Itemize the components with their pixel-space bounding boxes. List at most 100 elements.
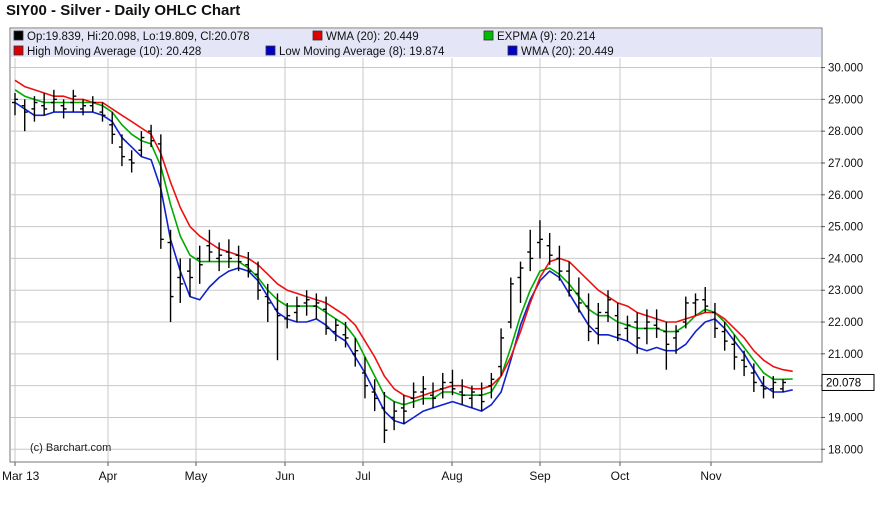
ohlc-bar: [673, 325, 680, 354]
ohlc-bar: [206, 229, 213, 262]
ohlc-bar: [128, 150, 135, 173]
y-tick-label: 26.000: [828, 190, 863, 202]
ohlc-bar: [410, 382, 417, 408]
legend-swatch: [312, 30, 323, 41]
ohlc-bar: [118, 134, 125, 167]
ohlc-bar: [80, 99, 87, 116]
x-tick-label: Oct: [611, 469, 630, 483]
ohlc-bar: [167, 229, 174, 323]
ohlc-bar: [653, 309, 660, 338]
ohlc-bar: [478, 382, 485, 412]
ohlc-bar: [303, 290, 310, 316]
ohlc-bar: [255, 261, 262, 300]
legend-label: EXPMA (9): 20.214: [497, 31, 596, 43]
ohlc-bar: [371, 379, 378, 412]
y-tick-label: 22.000: [828, 317, 863, 329]
ohlc-bar: [381, 392, 388, 443]
ohlc-bars: [12, 89, 786, 443]
chart-title: SIY00 - Silver - Daily OHLC Chart: [6, 2, 241, 19]
ohlc-bar: [216, 242, 223, 272]
ohlc-bar: [770, 376, 777, 399]
legend: Op:19.839, Hi:20.098, Lo:19.809, Cl:20.0…: [13, 30, 614, 58]
x-tick-label: Nov: [700, 469, 721, 483]
y-tick-label: 18.000: [828, 444, 863, 456]
ohlc-bar: [177, 258, 184, 303]
ohlc-bar: [585, 293, 592, 342]
ohlc-bar: [643, 309, 650, 345]
ohlc-bar: [323, 296, 330, 335]
x-tick-label: Jul: [355, 469, 370, 483]
ohlc-bar: [400, 395, 407, 424]
ohlc-bar: [459, 379, 466, 405]
legend-swatch: [507, 45, 518, 56]
ohlc-bar: [536, 220, 543, 259]
last-price-label: 20.078: [826, 377, 861, 389]
y-tick-label: 27.000: [828, 158, 863, 170]
ohlc-bar: [109, 112, 116, 144]
legend-label: Op:19.839, Hi:20.098, Lo:19.809, Cl:20.0…: [27, 31, 250, 43]
ohlc-bar: [430, 382, 437, 408]
ohlc-bar: [293, 296, 300, 323]
last-price-box: [821, 373, 875, 391]
ohlc-bar: [614, 302, 621, 342]
ohlc-bar: [556, 245, 563, 281]
ohlc-bar: [605, 290, 612, 323]
ohlc-bar: [546, 232, 553, 265]
ohlc-bar: [352, 337, 359, 367]
x-tick-label: Jun: [275, 469, 294, 483]
ohlc-bar: [284, 302, 291, 329]
ohlc-bar: [31, 96, 38, 122]
ohlc-bar: [21, 99, 28, 132]
ohlc-bar: [50, 89, 57, 113]
ohlc-bar: [12, 92, 18, 116]
ohlc-bar: [439, 372, 446, 399]
watermark: (c) Barchart.com: [30, 442, 111, 454]
ohlc-bar: [488, 372, 495, 399]
ohlc-bar: [41, 92, 48, 116]
y-tick-label: 23.000: [828, 285, 863, 297]
ohlc-bar: [711, 302, 718, 338]
ohlc-bar: [420, 376, 427, 405]
y-tick-label: 30.000: [828, 63, 863, 75]
ohlc-bar: [498, 328, 505, 377]
ohlc-bar: [517, 261, 524, 303]
x-tick-label: Mar 13: [2, 469, 40, 483]
x-axis-ticks: Mar 13 Apr May Jun Jul Aug Sep Oct Nov: [2, 461, 821, 483]
ohlc-bar: [634, 312, 641, 354]
ohlc-bar: [595, 302, 602, 345]
ohlc-bar: [741, 350, 748, 377]
ohlc-bar: [527, 229, 534, 272]
y-tick-label: 24.000: [828, 253, 863, 265]
legend-swatch: [265, 45, 276, 56]
ohlc-bar: [566, 261, 573, 297]
ohlc-bar: [780, 379, 786, 393]
ohlc-bar: [99, 102, 106, 122]
legend-swatch: [13, 45, 24, 56]
ohlc-bar: [391, 401, 398, 431]
ohlc-bar: [313, 293, 320, 319]
ohlc-bar: [575, 277, 582, 313]
legend-label: WMA (20): 20.449: [326, 31, 419, 43]
ohlc-bar: [332, 318, 339, 342]
ohlc-bar: [682, 296, 689, 329]
y-tick-label: 21.000: [828, 349, 863, 361]
ohlc-bar: [89, 96, 96, 113]
ohlc-bar: [750, 363, 757, 393]
ohlc-bar: [663, 322, 670, 370]
legend-label: WMA (20): 20.449: [521, 46, 614, 58]
ohlc-bar: [138, 131, 145, 157]
y-tick-label: 29.000: [828, 94, 863, 106]
last-price-marker: 20.078: [821, 373, 875, 391]
x-tick-label: Aug: [441, 469, 462, 483]
ohlc-bar: [449, 369, 456, 396]
grid-lines: [11, 58, 821, 462]
ohlc-bar: [361, 357, 368, 399]
legend-box: [11, 29, 821, 57]
y-axis-ticks: 18.00019.00020.00021.00022.00023.00024.0…: [821, 63, 863, 456]
legend-label: Low Moving Average (8): 19.874: [279, 46, 445, 58]
ohlc-bar: [731, 334, 738, 370]
legend-swatch: [483, 30, 494, 41]
ohlc-bar: [274, 293, 281, 361]
ohlc-bar: [692, 293, 699, 316]
